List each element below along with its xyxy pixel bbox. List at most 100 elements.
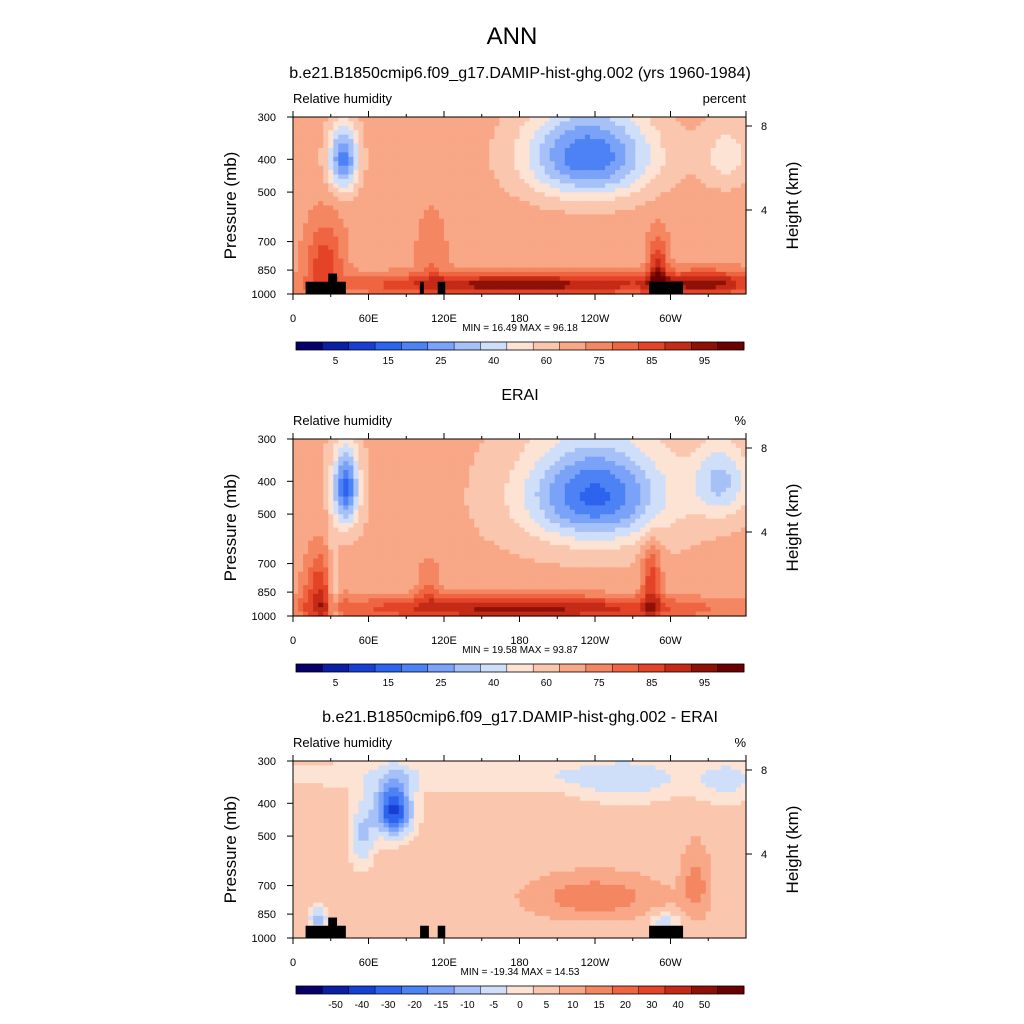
contour-cell bbox=[363, 469, 370, 475]
contour-cell bbox=[398, 487, 405, 493]
contour-cell bbox=[318, 487, 324, 493]
contour-cell bbox=[519, 236, 526, 242]
contour-cell bbox=[635, 227, 641, 233]
contour-cell bbox=[700, 227, 707, 233]
contour-cell bbox=[554, 130, 561, 136]
contour-cell bbox=[630, 478, 636, 484]
contour-cell bbox=[524, 130, 531, 136]
contour-cell bbox=[589, 245, 596, 251]
contour-cell bbox=[715, 236, 722, 242]
contour-cell bbox=[474, 271, 480, 277]
contour-cell bbox=[650, 240, 656, 246]
contour-cell bbox=[298, 461, 304, 467]
contour-cell bbox=[313, 474, 319, 480]
contour-cell bbox=[519, 461, 526, 467]
contour-cell bbox=[549, 134, 556, 140]
contour-cell bbox=[595, 263, 601, 269]
contour-cell bbox=[685, 474, 692, 480]
contour-cell bbox=[303, 492, 309, 498]
contour-cell bbox=[363, 174, 370, 180]
contour-cell bbox=[630, 183, 636, 189]
contour-cell bbox=[519, 125, 526, 131]
contour-cell bbox=[474, 209, 480, 215]
contour-cell bbox=[398, 285, 405, 291]
contour-cell bbox=[428, 232, 435, 238]
contour-cell bbox=[660, 236, 667, 242]
contour-cell bbox=[494, 280, 500, 286]
contour-cell bbox=[373, 245, 380, 251]
contour-cell bbox=[539, 201, 546, 207]
contour-cell bbox=[680, 214, 687, 220]
contour-cell bbox=[353, 478, 360, 484]
contour-cell bbox=[549, 130, 556, 136]
contour-cell bbox=[433, 254, 440, 260]
contour-cell bbox=[469, 276, 475, 282]
contour-cell bbox=[358, 496, 365, 502]
contour-cell bbox=[564, 152, 571, 158]
contour-cell bbox=[715, 209, 722, 215]
contour-cell bbox=[690, 134, 697, 140]
contour-cell bbox=[489, 209, 495, 215]
contour-cell bbox=[313, 139, 319, 145]
contour-cell bbox=[494, 276, 500, 282]
contour-cell bbox=[620, 443, 626, 449]
contour-cell bbox=[635, 478, 641, 484]
contour-cell bbox=[680, 147, 687, 153]
contour-cell bbox=[428, 183, 435, 189]
contour-cell bbox=[695, 258, 702, 264]
colorbar-swatch bbox=[559, 342, 587, 350]
contour-cell bbox=[705, 161, 712, 167]
contour-cell bbox=[554, 240, 561, 246]
contour-cell bbox=[564, 147, 571, 153]
contour-cell bbox=[660, 249, 667, 255]
contour-cell bbox=[378, 187, 385, 193]
contour-cell bbox=[569, 187, 576, 193]
contour-cell bbox=[524, 492, 531, 498]
contour-cell bbox=[418, 143, 425, 149]
contour-cell bbox=[584, 439, 591, 445]
contour-cell bbox=[398, 125, 405, 131]
contour-cell bbox=[519, 214, 526, 220]
contour-cell bbox=[413, 285, 420, 291]
contour-cell bbox=[393, 289, 400, 295]
contour-cell bbox=[675, 461, 682, 467]
contour-cell bbox=[504, 439, 511, 445]
contour-cell bbox=[514, 483, 521, 489]
contour-cell bbox=[670, 205, 677, 211]
contour-cell bbox=[579, 143, 586, 149]
contour-cell bbox=[438, 227, 445, 233]
contour-cell bbox=[650, 465, 656, 471]
contour-cell bbox=[685, 487, 692, 493]
contour-cell bbox=[423, 443, 430, 449]
contour-cell bbox=[615, 492, 621, 498]
contour-cell bbox=[685, 469, 692, 475]
contour-cell bbox=[559, 267, 566, 273]
contour-cell bbox=[695, 271, 702, 277]
contour-cell bbox=[640, 236, 646, 242]
contour-cell bbox=[680, 285, 687, 291]
contour-cell bbox=[730, 478, 737, 484]
contour-cell bbox=[635, 276, 641, 282]
contour-cell bbox=[680, 267, 687, 273]
contour-cell bbox=[579, 218, 586, 224]
contour-cell bbox=[715, 125, 722, 131]
contour-cell bbox=[328, 483, 334, 489]
contour-cell bbox=[600, 240, 606, 246]
contour-cell bbox=[690, 478, 697, 484]
contour-cell bbox=[549, 496, 556, 502]
contour-cell bbox=[610, 125, 616, 131]
contour-cell bbox=[549, 196, 556, 202]
contour-cell bbox=[459, 147, 465, 153]
contour-cell bbox=[499, 170, 505, 176]
contour-cell bbox=[564, 447, 571, 453]
contour-cell bbox=[383, 447, 390, 453]
contour-cell bbox=[363, 156, 370, 162]
contour-cell bbox=[343, 218, 349, 224]
contour-cell bbox=[433, 209, 440, 215]
contour-cell bbox=[589, 117, 596, 123]
contour-cell bbox=[474, 187, 480, 193]
contour-cell bbox=[479, 465, 485, 471]
contour-cell bbox=[680, 125, 687, 131]
contour-cell bbox=[378, 218, 385, 224]
contour-cell bbox=[690, 285, 697, 291]
